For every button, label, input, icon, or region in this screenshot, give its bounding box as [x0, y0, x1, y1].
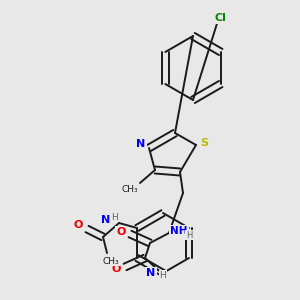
Text: O: O	[111, 264, 121, 274]
Text: N: N	[146, 268, 156, 278]
Text: CH₃: CH₃	[122, 185, 138, 194]
Text: S: S	[200, 138, 208, 148]
Text: O: O	[73, 220, 83, 230]
Text: CH₃: CH₃	[103, 256, 119, 266]
Text: O: O	[116, 227, 126, 237]
Text: NH: NH	[170, 226, 188, 236]
Text: H: H	[160, 271, 167, 280]
Text: H: H	[111, 214, 117, 223]
Text: H: H	[186, 230, 192, 239]
Text: N: N	[136, 139, 146, 149]
Text: Cl: Cl	[214, 13, 226, 23]
Text: N: N	[101, 215, 111, 225]
